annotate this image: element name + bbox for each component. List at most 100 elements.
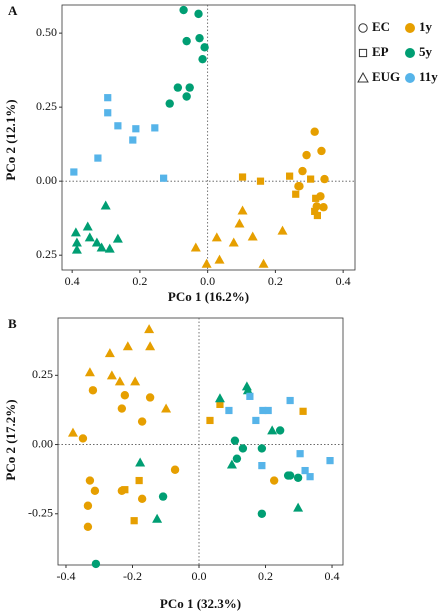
point	[275, 426, 285, 435]
point	[132, 125, 140, 133]
point	[83, 522, 93, 531]
legend-symbol	[405, 23, 415, 33]
point	[78, 434, 88, 443]
point	[182, 92, 191, 101]
point	[312, 194, 320, 202]
point	[258, 461, 266, 470]
point	[137, 494, 147, 504]
point	[241, 381, 252, 391]
point	[298, 166, 307, 176]
x-tick-label: 0.0	[200, 274, 215, 288]
point	[286, 396, 294, 405]
x-tick-label: 0.4	[325, 569, 340, 583]
point	[135, 476, 143, 485]
point	[277, 225, 288, 235]
point	[200, 43, 209, 52]
x-tick-label: 0.4	[65, 274, 80, 288]
point	[302, 150, 311, 160]
point	[112, 233, 123, 243]
point	[317, 146, 326, 156]
point	[88, 386, 98, 395]
point	[100, 200, 111, 210]
point	[206, 416, 214, 425]
legend-label: EC	[372, 19, 390, 34]
point	[84, 232, 95, 242]
point	[307, 175, 315, 183]
point	[232, 454, 242, 463]
legend-symbol	[405, 48, 415, 58]
point	[216, 400, 224, 408]
point	[313, 211, 322, 220]
x-tick-label: 0.2	[258, 569, 273, 583]
legend-symbol	[357, 71, 369, 83]
point	[286, 172, 294, 180]
point	[258, 258, 269, 268]
point	[83, 501, 93, 510]
point	[70, 168, 78, 176]
point	[85, 476, 95, 485]
point	[237, 205, 248, 215]
point	[234, 218, 245, 228]
x-tick-label: 0.2	[132, 274, 147, 288]
point	[71, 244, 82, 254]
point	[104, 348, 115, 358]
point	[145, 393, 155, 402]
y-tick-label: 0.00	[32, 436, 53, 450]
point	[152, 513, 163, 523]
point	[165, 99, 174, 108]
point	[104, 109, 112, 117]
point	[238, 173, 247, 181]
point	[130, 376, 141, 386]
legend-label: EP	[372, 44, 389, 59]
point	[82, 221, 93, 231]
point	[195, 33, 204, 43]
point	[228, 237, 239, 247]
legend-symbol	[405, 73, 415, 83]
y-tick-label: -0.25	[28, 506, 53, 520]
point	[70, 227, 81, 237]
point	[326, 457, 334, 465]
point	[301, 466, 309, 475]
point	[129, 136, 137, 144]
point	[84, 367, 95, 377]
legend-label: 5y	[419, 44, 433, 59]
legend-label: EUG	[372, 69, 400, 84]
legend-label: 1y	[419, 19, 433, 34]
point	[161, 403, 172, 413]
y-tick-label: 0.25	[36, 99, 57, 113]
point	[214, 393, 225, 403]
point	[91, 237, 102, 247]
point	[267, 425, 278, 435]
point	[230, 436, 240, 445]
point	[114, 122, 122, 130]
y-axis-label: PCo 2 (12.1%)	[3, 99, 18, 180]
point	[71, 237, 82, 247]
legend-symbol	[358, 23, 368, 33]
point	[194, 9, 203, 19]
point	[319, 203, 328, 212]
y-tick-label: 0.25	[32, 367, 53, 381]
point	[285, 471, 295, 480]
point	[252, 416, 260, 425]
y-axis-label: PCo 2 (17.2%)	[3, 399, 18, 480]
point	[225, 406, 233, 415]
y-tick-label: 0.00	[36, 173, 57, 187]
point	[114, 376, 125, 386]
point	[122, 341, 133, 351]
point	[94, 154, 102, 162]
x-axis-label: PCo 1 (32.3%)	[160, 596, 241, 611]
x-tick-label: 0.2	[268, 274, 283, 288]
point	[226, 459, 237, 469]
point	[306, 473, 314, 481]
point	[296, 450, 304, 458]
panel-label: A	[8, 3, 18, 18]
point	[67, 427, 78, 437]
panel-label: B	[8, 316, 17, 331]
point	[182, 36, 191, 46]
point	[91, 559, 101, 569]
legend-label: 11y	[419, 69, 438, 84]
point	[238, 444, 248, 453]
point	[201, 258, 212, 268]
point	[104, 243, 115, 253]
x-tick-label: -0.4	[56, 569, 75, 583]
